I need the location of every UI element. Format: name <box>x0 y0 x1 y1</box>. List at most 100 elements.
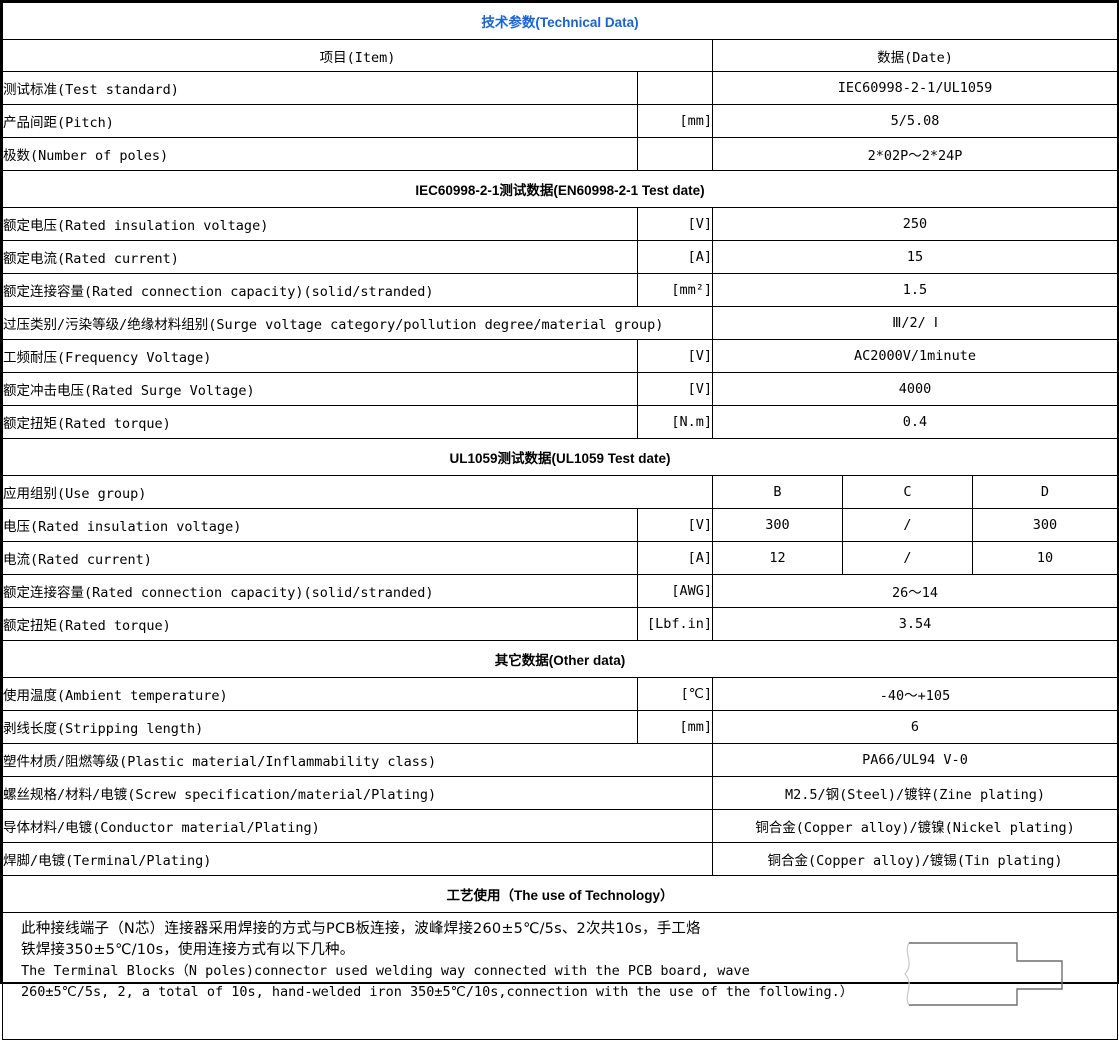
row-unit: [A] <box>637 240 713 274</box>
technology-cn-line-1: 此种接线端子（N芯）连接器采用焊接的方式与PCB板连接，波峰焊接260±5℃/5… <box>21 921 701 937</box>
table-row: 使用温度(Ambient temperature) [℃] -40～+105 <box>2 677 1118 711</box>
section-header-row-iec: IEC60998-2-1测试数据(EN60998-2-1 Test date) <box>2 170 1118 208</box>
table-column-header-row: 项目(Item) 数据(Date) <box>2 39 1118 72</box>
technology-en-line-1: The Terminal Blocks（N poles)connector us… <box>21 963 750 979</box>
section-header-row-other: 其它数据(Other data) <box>2 640 1118 678</box>
section-title-ul-test-data: UL1059测试数据(UL1059 Test date) <box>2 438 1118 476</box>
section-title-technical-data: 技术参数(Technical Data) <box>2 2 1118 40</box>
row-value: 4000 <box>712 372 1118 406</box>
table-row: 测试标准(Test standard) IEC60998-2-1/UL1059 <box>2 71 1118 105</box>
row-label: 额定扭矩(Rated torque) <box>2 405 638 439</box>
row-unit: [AWG] <box>637 574 713 608</box>
row-value-group-d: 300 <box>972 508 1118 542</box>
table-row: 工频耐压(Frequency Voltage) [V] AC2000V/1min… <box>2 339 1118 373</box>
row-value: 250 <box>712 207 1118 241</box>
row-value: -40～+105 <box>712 677 1118 711</box>
column-header-item: 项目(Item) <box>2 39 713 72</box>
table-row: 额定电流(Rated current) [A] 15 <box>2 240 1118 274</box>
column-header-data: 数据(Date) <box>712 39 1118 72</box>
row-value: 3.54 <box>712 607 1118 641</box>
row-label: 工频耐压(Frequency Voltage) <box>2 339 638 373</box>
row-label: 应用组别(Use group) <box>2 475 713 509</box>
row-unit <box>637 137 713 171</box>
row-unit: [℃] <box>637 677 713 711</box>
table-row: 额定连接容量(Rated connection capacity)(solid/… <box>2 574 1118 608</box>
section-header-row-technology: 工艺使用（The use of Technology） <box>2 875 1118 913</box>
table-row: 应用组别(Use group) B C D <box>2 475 1118 509</box>
section-title-other-data: 其它数据(Other data) <box>2 640 1118 678</box>
use-group-b-header: B <box>712 475 843 509</box>
row-label: 额定连接容量(Rated connection capacity)(solid/… <box>2 574 638 608</box>
table-row: 螺丝规格/材料/电镀(Screw specification/material/… <box>2 776 1118 810</box>
row-label: 塑件材质/阻燃等级(Plastic material/Inflammabilit… <box>2 743 713 777</box>
row-value: 2*02P～2*24P <box>712 137 1118 171</box>
row-unit: [A] <box>637 541 713 575</box>
row-label: 使用温度(Ambient temperature) <box>2 677 638 711</box>
row-unit: [mm] <box>637 104 713 138</box>
row-label: 过压类别/污染等级/绝缘材料组别(Surge voltage category/… <box>2 306 713 340</box>
row-label: 额定冲击电压(Rated Surge Voltage) <box>2 372 638 406</box>
table-row: 额定电压(Rated insulation voltage) [V] 250 <box>2 207 1118 241</box>
row-value: 15 <box>712 240 1118 274</box>
row-value: 铜合金(Copper alloy)/镀镍(Nickel plating) <box>712 809 1118 843</box>
row-unit: [V] <box>637 339 713 373</box>
row-value-group-c: / <box>842 541 973 575</box>
row-value-group-b: 300 <box>712 508 843 542</box>
row-label: 额定连接容量(Rated connection capacity)(solid/… <box>2 273 638 307</box>
table-row: 产品间距(Pitch) [mm] 5/5.08 <box>2 104 1118 138</box>
technology-en-line-2: 260±5℃/5s, 2, a total of 10s, hand-welde… <box>21 984 854 1000</box>
section-title-iec-test-data: IEC60998-2-1测试数据(EN60998-2-1 Test date) <box>2 170 1118 208</box>
technology-content-row: 此种接线端子（N芯）连接器采用焊接的方式与PCB板连接，波峰焊接260±5℃/5… <box>2 912 1118 1040</box>
row-value: AC2000V/1minute <box>712 339 1118 373</box>
terminal-block-connector-outline-icon <box>904 942 1063 1006</box>
row-unit: [Lbf.in] <box>637 607 713 641</box>
table-row: 额定扭矩(Rated torque) [Lbf.in] 3.54 <box>2 607 1118 641</box>
table-row: 塑件材质/阻燃等级(Plastic material/Inflammabilit… <box>2 743 1118 777</box>
row-unit <box>637 71 713 105</box>
table-row: 额定冲击电压(Rated Surge Voltage) [V] 4000 <box>2 372 1118 406</box>
row-label: 测试标准(Test standard) <box>2 71 638 105</box>
row-value-group-b: 12 <box>712 541 843 575</box>
row-value: 1.5 <box>712 273 1118 307</box>
row-value: 0.4 <box>712 405 1118 439</box>
row-label: 极数(Number of poles) <box>2 137 638 171</box>
section-header-row-ul: UL1059测试数据(UL1059 Test date) <box>2 438 1118 476</box>
row-value-group-d: 10 <box>972 541 1118 575</box>
row-label: 焊脚/电镀(Terminal/Plating) <box>2 842 713 876</box>
row-value: 26～14 <box>712 574 1118 608</box>
table-row: 过压类别/污染等级/绝缘材料组别(Surge voltage category/… <box>2 306 1118 340</box>
row-value: 6 <box>712 710 1118 744</box>
table-row: 导体材料/电镀(Conductor material/Plating) 铜合金(… <box>2 809 1118 843</box>
row-unit: [V] <box>637 372 713 406</box>
row-label: 产品间距(Pitch) <box>2 104 638 138</box>
table-row: 极数(Number of poles) 2*02P～2*24P <box>2 137 1118 171</box>
section-title-technology: 工艺使用（The use of Technology） <box>2 875 1118 913</box>
row-label: 额定电流(Rated current) <box>2 240 638 274</box>
technology-cn-line-2: 铁焊接350±5℃/10s，使用连接方式有以下几种。 <box>21 942 355 958</box>
row-unit: [V] <box>637 508 713 542</box>
row-value: PA66/UL94 V-0 <box>712 743 1118 777</box>
row-value: 5/5.08 <box>712 104 1118 138</box>
row-label: 电压(Rated insulation voltage) <box>2 508 638 542</box>
row-value: IEC60998-2-1/UL1059 <box>712 71 1118 105</box>
row-label: 螺丝规格/材料/电镀(Screw specification/material/… <box>2 776 713 810</box>
technology-description: 此种接线端子（N芯）连接器采用焊接的方式与PCB板连接，波峰焊接260±5℃/5… <box>21 919 881 1003</box>
row-label: 剥线长度(Stripping length) <box>2 710 638 744</box>
table-row: 电压(Rated insulation voltage) [V] 300 / 3… <box>2 508 1118 542</box>
technology-content-cell: 此种接线端子（N芯）连接器采用焊接的方式与PCB板连接，波峰焊接260±5℃/5… <box>2 912 1118 1040</box>
table-row: 额定扭矩(Rated torque) [N.m] 0.4 <box>2 405 1118 439</box>
section-header-row-technical: 技术参数(Technical Data) <box>2 2 1118 40</box>
row-label: 额定电压(Rated insulation voltage) <box>2 207 638 241</box>
row-value: Ⅲ/2/ Ⅰ <box>712 306 1118 340</box>
table-row: 电流(Rated current) [A] 12 / 10 <box>2 541 1118 575</box>
row-label: 导体材料/电镀(Conductor material/Plating) <box>2 809 713 843</box>
row-unit: [mm] <box>637 710 713 744</box>
row-label: 电流(Rated current) <box>2 541 638 575</box>
row-value: 铜合金(Copper alloy)/镀锡(Tin plating) <box>712 842 1118 876</box>
use-group-d-header: D <box>972 475 1118 509</box>
row-unit: [N.m] <box>637 405 713 439</box>
row-value-group-c: / <box>842 508 973 542</box>
connector-figure <box>899 939 1069 1013</box>
